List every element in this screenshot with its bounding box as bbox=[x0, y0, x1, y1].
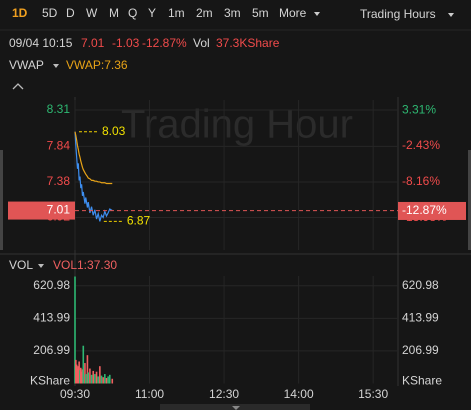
volume-bar bbox=[84, 374, 87, 384]
period-tab[interactable]: 3m bbox=[224, 6, 241, 20]
dropdown-arrow bbox=[38, 264, 44, 268]
x-tick-label: 11:00 bbox=[135, 387, 164, 401]
last-price-box bbox=[8, 201, 75, 220]
volume-bar bbox=[79, 367, 82, 384]
volume-bar bbox=[74, 276, 76, 384]
volume-bar bbox=[81, 369, 84, 384]
volume-bar bbox=[102, 377, 104, 384]
y2-tick-label: 206.99 bbox=[402, 343, 439, 357]
x-tick-label: 09:30 bbox=[60, 387, 90, 401]
vol-label: Vol bbox=[193, 36, 210, 50]
last-pct-box bbox=[398, 201, 466, 220]
quote-price: 7.01 bbox=[81, 36, 105, 50]
volume-bar bbox=[99, 366, 101, 384]
volume-bar bbox=[76, 368, 79, 384]
volume-bar bbox=[97, 376, 99, 384]
y-tick-label: 620.98 bbox=[33, 278, 70, 292]
unit-label: KShare bbox=[30, 374, 70, 388]
volume-bar bbox=[79, 370, 81, 384]
indicator-name[interactable]: VWAP bbox=[9, 58, 44, 72]
y-tick-label: 7.38 bbox=[47, 174, 71, 188]
volume-bar bbox=[75, 364, 78, 384]
y-tick-label: 7.84 bbox=[47, 139, 71, 153]
dropdown-arrow bbox=[448, 13, 454, 17]
y2-tick-label: 3.31% bbox=[402, 103, 436, 117]
period-tab[interactable]: Q bbox=[128, 6, 137, 20]
vol-indicator-value: VOL1:37.30 bbox=[53, 258, 117, 272]
volume-bar bbox=[95, 371, 98, 384]
volume-bar bbox=[84, 363, 86, 384]
watermark: Trading Hour bbox=[121, 103, 353, 147]
scroll-arrow bbox=[232, 406, 240, 410]
period-tab[interactable]: 1D bbox=[12, 6, 28, 20]
x-tick-label: 15:30 bbox=[358, 387, 388, 401]
x-tick-label: 12:30 bbox=[209, 387, 239, 401]
more-tab[interactable]: More bbox=[279, 6, 307, 20]
volume-bar bbox=[108, 374, 111, 384]
y2-tick-label: 413.99 bbox=[402, 311, 439, 325]
volume-bar bbox=[105, 377, 108, 384]
high-label: 8.03 bbox=[102, 124, 126, 138]
last-pct: -12.87% bbox=[402, 203, 447, 217]
volume-bar bbox=[90, 374, 93, 384]
session-selector[interactable]: Trading Hours bbox=[360, 7, 436, 21]
y-tick-label: 8.31 bbox=[47, 102, 71, 116]
volume-bar bbox=[104, 374, 106, 384]
period-tab[interactable]: 5m bbox=[252, 6, 269, 20]
volume-bar bbox=[100, 375, 103, 384]
period-tab[interactable]: Y bbox=[148, 6, 156, 20]
volume-bar bbox=[89, 368, 91, 384]
quote-time: 09/04 10:15 bbox=[9, 36, 73, 50]
volume-bar bbox=[75, 359, 77, 384]
dropdown-arrow bbox=[314, 12, 320, 16]
volume-bar bbox=[86, 355, 89, 384]
low-label: 6.87 bbox=[127, 214, 151, 228]
quote-volume: 37.3KShare bbox=[216, 36, 280, 50]
volume-bar bbox=[111, 378, 114, 384]
vol-indicator-name[interactable]: VOL bbox=[9, 258, 33, 272]
volume-bar bbox=[107, 376, 109, 384]
quote-change: -1.03 bbox=[112, 36, 140, 50]
collapse-icon[interactable] bbox=[12, 83, 24, 90]
period-tab[interactable]: 5D bbox=[42, 6, 58, 20]
period-tab[interactable]: M bbox=[109, 6, 119, 20]
volume-bar bbox=[87, 372, 90, 384]
volume-bar bbox=[92, 370, 95, 384]
right-handle[interactable] bbox=[468, 150, 471, 250]
y-tick-label: 206.99 bbox=[33, 343, 70, 357]
unit-label: KShare bbox=[402, 374, 442, 388]
period-tab[interactable]: 2m bbox=[196, 6, 213, 20]
last-price: 7.01 bbox=[47, 203, 71, 217]
dropdown-arrow bbox=[53, 64, 59, 68]
y-tick-label: 413.99 bbox=[33, 311, 70, 325]
volume-bar bbox=[77, 366, 80, 384]
volume-bar bbox=[80, 371, 83, 384]
price-line bbox=[74, 131, 113, 185]
y2-tick-label: -2.43% bbox=[402, 138, 440, 152]
volume-bar bbox=[78, 361, 80, 384]
quote-change-pct: -12.87% bbox=[142, 36, 187, 50]
left-handle[interactable] bbox=[0, 150, 3, 250]
volume-bar bbox=[94, 374, 96, 384]
period-tab[interactable]: D bbox=[66, 6, 75, 20]
volume-bar bbox=[82, 345, 85, 384]
period-tab[interactable]: W bbox=[86, 6, 98, 20]
price-line bbox=[74, 131, 113, 222]
x-tick-label: 14:00 bbox=[284, 387, 314, 401]
y2-tick-label: 620.98 bbox=[402, 278, 439, 292]
period-tab[interactable]: 1m bbox=[168, 6, 185, 20]
y2-tick-label: -8.16% bbox=[402, 174, 440, 188]
indicator-value: VWAP:7.36 bbox=[66, 58, 128, 72]
